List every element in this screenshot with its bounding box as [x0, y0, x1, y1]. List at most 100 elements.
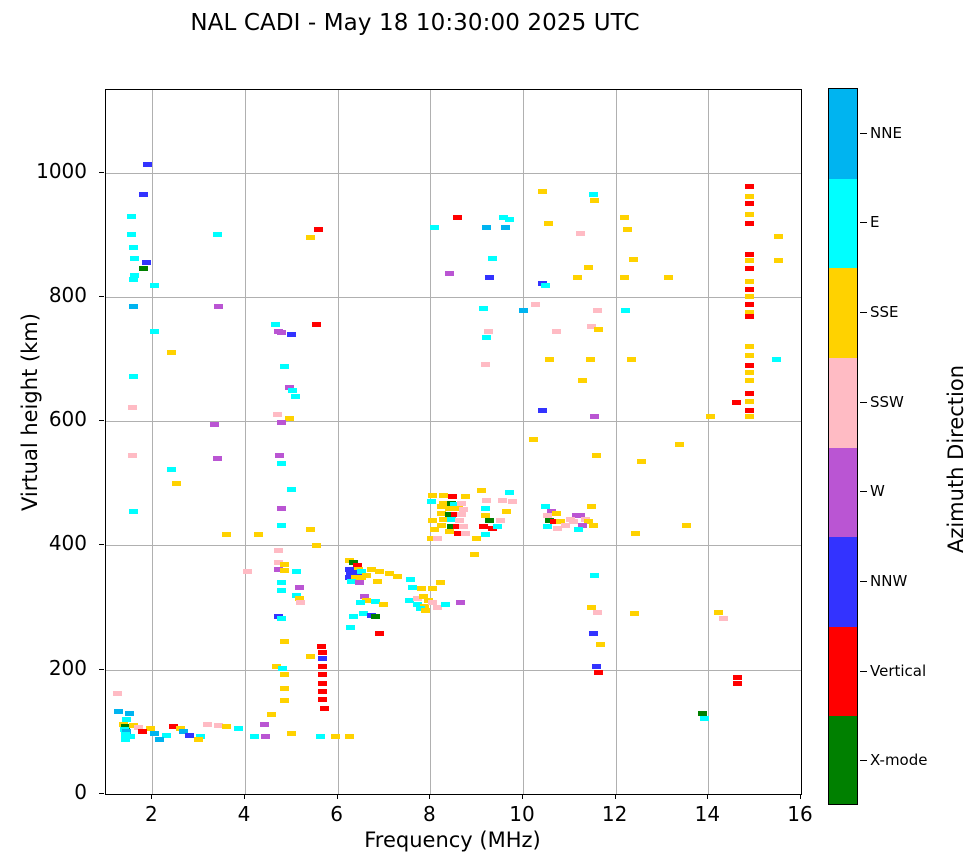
colorbar-segment-x-mode[interactable]: [829, 716, 857, 804]
echo-mark: [584, 519, 594, 525]
echo-mark: [493, 524, 503, 530]
echo-mark: [553, 525, 563, 531]
echo-mark: [213, 723, 223, 729]
echo-mark: [483, 328, 493, 334]
echo-mark: [284, 415, 294, 421]
echo-mark: [744, 353, 754, 359]
gridline-vertical: [615, 90, 617, 794]
echo-mark: [428, 518, 438, 524]
echo-mark: [124, 710, 134, 716]
echo-mark: [150, 730, 160, 736]
echo-mark: [346, 624, 356, 630]
echo-mark: [276, 616, 286, 622]
echo-mark: [385, 570, 395, 576]
colorbar-segment-nne[interactable]: [829, 89, 857, 179]
echo-mark: [460, 530, 470, 536]
echo-mark: [360, 593, 370, 599]
echo-mark: [449, 501, 459, 507]
echo-mark: [242, 569, 252, 575]
echo-mark: [504, 216, 514, 222]
gridline-horizontal: [106, 172, 801, 174]
echo-mark: [350, 575, 360, 581]
echo-mark: [273, 566, 283, 572]
echo-mark: [312, 542, 322, 548]
echo-mark: [744, 286, 754, 292]
echo-mark: [714, 610, 724, 616]
colorbar-segment-nnw[interactable]: [829, 537, 857, 627]
x-tick: [429, 794, 431, 799]
echo-mark: [372, 578, 382, 584]
colorbar-tick: [860, 580, 867, 582]
echo-mark: [347, 578, 357, 584]
echo-mark: [744, 314, 754, 320]
colorbar-segment-w[interactable]: [829, 447, 857, 538]
colorbar-segment-vertical[interactable]: [829, 626, 857, 717]
echo-mark: [577, 523, 587, 529]
colorbar-segment-ssw[interactable]: [829, 357, 857, 448]
echo-mark: [590, 572, 600, 578]
echo-mark: [113, 690, 123, 696]
echo-mark: [221, 531, 231, 537]
echo-mark: [438, 516, 448, 522]
echo-mark: [744, 294, 754, 300]
echo-mark: [374, 569, 384, 575]
echo-mark: [154, 736, 164, 742]
echo-mark: [432, 535, 442, 541]
echo-mark: [371, 598, 381, 604]
gridline-horizontal: [106, 545, 801, 547]
echo-mark: [596, 642, 606, 648]
echo-mark: [412, 595, 422, 601]
echo-mark: [547, 508, 557, 514]
echo-mark: [423, 597, 433, 603]
colorbar-segment-sse[interactable]: [829, 268, 857, 358]
echo-mark: [459, 506, 469, 512]
echo-mark: [142, 260, 152, 266]
echo-mark: [445, 511, 455, 517]
echo-mark: [408, 585, 418, 591]
echo-mark: [417, 586, 427, 592]
echo-mark: [480, 531, 490, 537]
echo-mark: [576, 513, 586, 519]
echo-mark: [627, 356, 637, 362]
plot-area[interactable]: [105, 89, 802, 795]
echo-mark: [349, 614, 359, 620]
y-tick-label: 800: [48, 282, 87, 307]
echo-mark: [472, 535, 482, 541]
echo-mark: [150, 328, 160, 334]
echo-mark: [273, 547, 283, 553]
echo-mark: [128, 405, 138, 410]
echo-mark: [122, 716, 132, 722]
echo-mark: [279, 364, 289, 369]
echo-mark: [630, 530, 640, 536]
colorbar-segment-e[interactable]: [829, 178, 857, 269]
echo-mark: [585, 356, 595, 362]
echo-mark: [286, 487, 296, 493]
echo-mark: [588, 631, 598, 637]
echo-mark: [143, 162, 153, 168]
echo-mark: [592, 308, 602, 314]
echo-mark: [312, 322, 322, 328]
colorbar-label-ssw: SSW: [870, 392, 904, 411]
y-tick-label: 600: [48, 407, 87, 432]
echo-mark: [700, 715, 710, 721]
echo-mark: [620, 214, 630, 220]
echo-mark: [485, 274, 495, 280]
echo-mark: [133, 725, 143, 730]
x-tick: [244, 794, 245, 799]
echo-mark: [555, 519, 565, 525]
echo-mark: [454, 518, 464, 524]
echo-mark: [551, 328, 561, 334]
echo-mark: [426, 499, 436, 505]
x-tick: [151, 794, 153, 799]
colorbar[interactable]: [828, 88, 858, 805]
echo-mark: [344, 558, 354, 564]
echo-mark: [421, 608, 431, 614]
gridline-vertical: [337, 90, 339, 794]
echo-mark: [415, 606, 425, 612]
echo-mark: [126, 232, 136, 238]
echo-mark: [315, 734, 325, 740]
echo-mark: [588, 523, 598, 529]
echo-mark: [744, 221, 754, 227]
echo-mark: [352, 570, 362, 576]
echo-mark: [537, 188, 547, 194]
